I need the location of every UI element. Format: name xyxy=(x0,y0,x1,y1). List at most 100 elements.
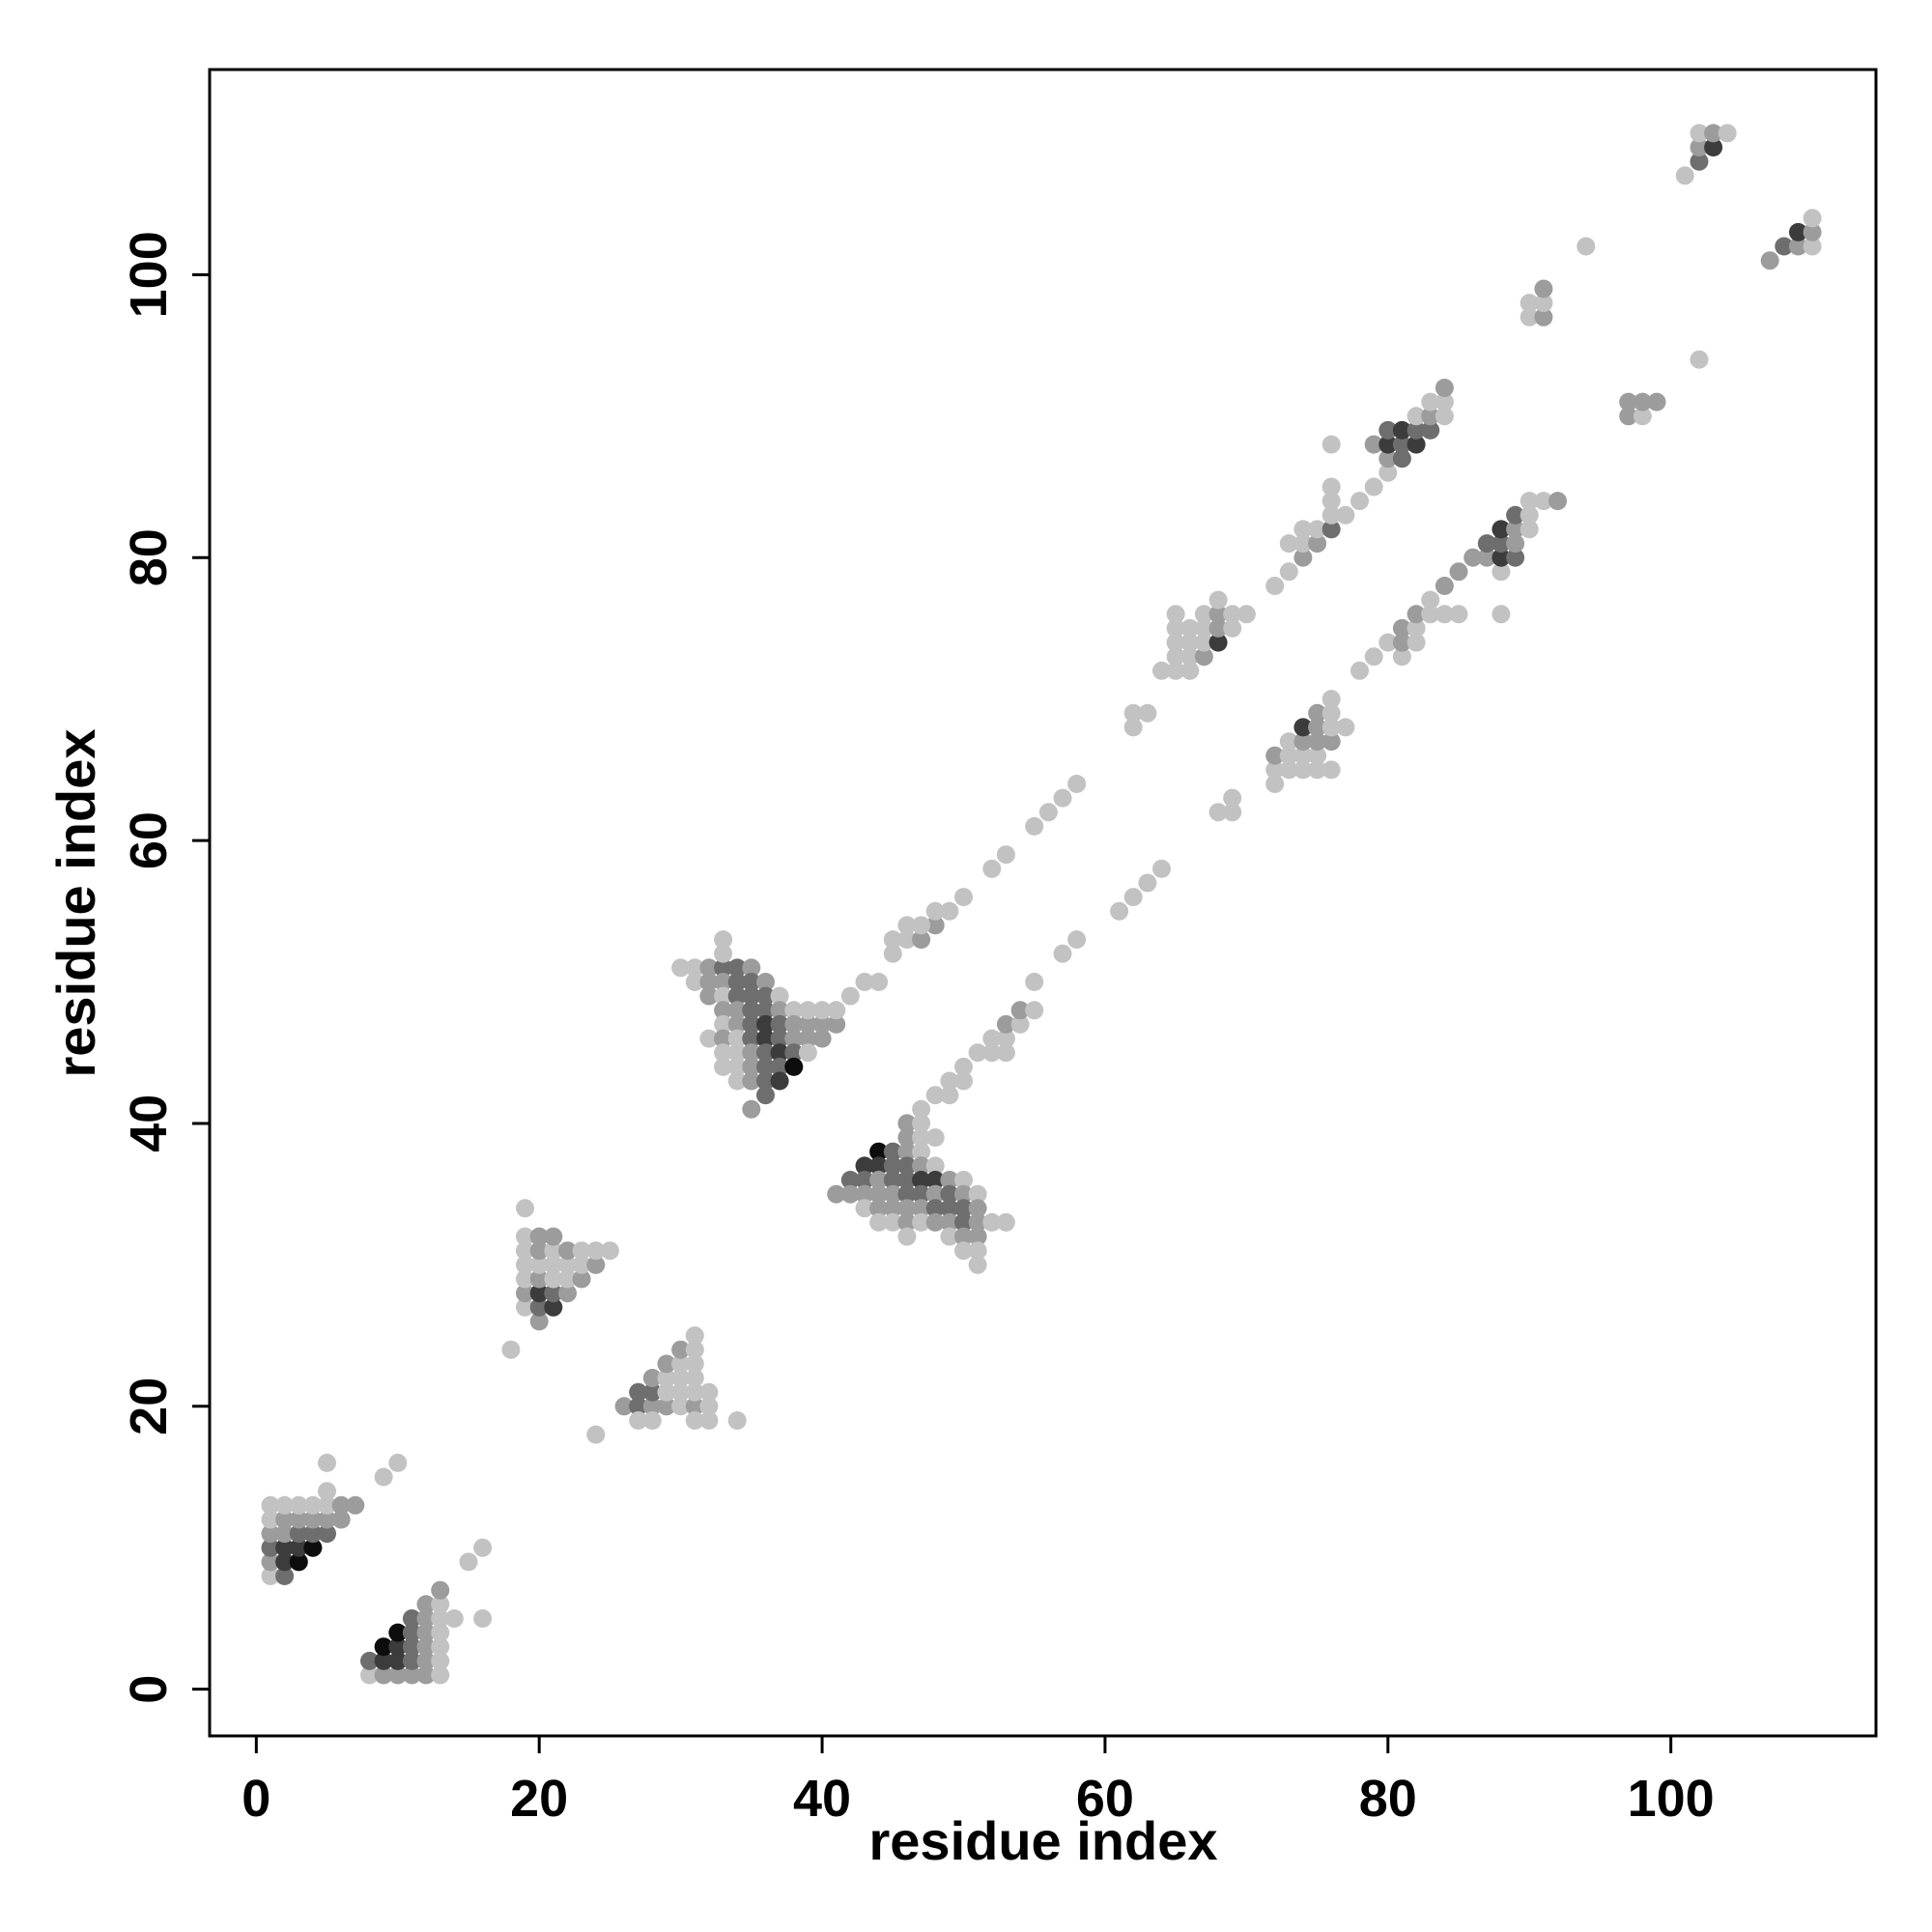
contact-point xyxy=(940,1212,959,1232)
contact-point xyxy=(544,1255,563,1274)
contact-point xyxy=(402,1623,421,1642)
contact-point xyxy=(996,1029,1015,1048)
contact-point xyxy=(318,1482,336,1501)
contact-point xyxy=(529,1227,549,1246)
contact-point xyxy=(925,1212,945,1232)
contact-point xyxy=(954,888,973,907)
contact-point xyxy=(883,930,902,950)
contact-point xyxy=(756,1086,775,1105)
contact-point xyxy=(912,916,931,935)
contact-point xyxy=(925,916,945,935)
contact-point xyxy=(1704,124,1723,143)
contact-point xyxy=(289,1495,308,1515)
contact-point xyxy=(516,1269,534,1289)
x-tick-label: 80 xyxy=(1359,1770,1417,1828)
y-axis: 0 20 40 60 80 100 xyxy=(120,231,210,1704)
contact-point xyxy=(925,1156,945,1176)
contact-point xyxy=(600,1241,619,1261)
contact-point xyxy=(1520,294,1539,313)
contact-point xyxy=(586,1241,606,1261)
contact-point xyxy=(855,973,874,991)
y-tick-label: 60 xyxy=(120,811,178,869)
contact-point xyxy=(529,1269,549,1289)
contact-point xyxy=(869,1156,889,1176)
contact-point xyxy=(968,1212,987,1232)
contact-point xyxy=(742,1014,761,1034)
contact-point xyxy=(869,1199,889,1218)
contact-point xyxy=(756,1071,775,1091)
contact-point xyxy=(869,1171,889,1189)
contact-point xyxy=(883,1184,902,1204)
contact-point xyxy=(1534,307,1553,327)
contact-point xyxy=(1378,463,1398,482)
contact-point xyxy=(402,1665,421,1685)
contact-point xyxy=(1534,279,1553,298)
contact-point xyxy=(289,1552,308,1572)
contact-point xyxy=(1477,534,1496,554)
contact-point xyxy=(827,1001,846,1020)
contact-point xyxy=(756,1029,775,1048)
contact-point xyxy=(883,1142,902,1161)
contact-point xyxy=(1308,718,1327,737)
contact-point xyxy=(318,1524,336,1544)
contact-point xyxy=(416,1665,436,1685)
contact-point xyxy=(516,1297,534,1317)
contact-point xyxy=(657,1382,676,1402)
contact-point xyxy=(1803,209,1822,228)
contact-point xyxy=(1025,1001,1044,1020)
contact-point xyxy=(1506,534,1525,554)
contact-point xyxy=(431,1637,450,1657)
contact-point xyxy=(869,973,889,991)
contact-point xyxy=(1279,760,1298,780)
contact-point xyxy=(756,973,775,991)
contact-point xyxy=(742,1029,761,1048)
contact-point xyxy=(1123,703,1143,723)
contact-point xyxy=(742,1057,761,1076)
contact-point xyxy=(1378,449,1398,469)
contact-point xyxy=(982,1212,1002,1232)
y-tick-label: 0 xyxy=(120,1675,178,1704)
contact-point xyxy=(912,1114,931,1133)
contact-point xyxy=(840,1184,860,1204)
contact-point xyxy=(529,1284,549,1303)
contact-point xyxy=(586,1425,606,1444)
contact-point xyxy=(1010,1001,1030,1020)
contact-point xyxy=(1789,237,1807,256)
contact-point xyxy=(544,1227,563,1246)
contact-point xyxy=(374,1651,393,1670)
contact-point xyxy=(1208,618,1228,638)
contact-point xyxy=(1180,618,1200,638)
contact-point xyxy=(954,1184,973,1204)
contact-point xyxy=(727,1043,747,1063)
contact-point xyxy=(318,1453,336,1472)
contact-point xyxy=(1534,492,1553,511)
contact-point xyxy=(784,1014,804,1034)
contact-point xyxy=(883,1171,902,1189)
contact-point xyxy=(1350,492,1369,511)
contact-point xyxy=(416,1623,436,1642)
contact-point xyxy=(529,1297,549,1317)
contact-point xyxy=(1392,618,1411,638)
contact-point xyxy=(954,1171,973,1189)
contact-point xyxy=(1492,534,1511,554)
contact-point xyxy=(954,1227,973,1246)
contact-point xyxy=(982,1029,1002,1048)
contact-point xyxy=(727,1071,747,1091)
x-axis: 0 20 40 60 80 100 xyxy=(242,1736,1715,1828)
contact-point xyxy=(388,1637,408,1657)
contact-point xyxy=(1690,152,1709,171)
plot-frame xyxy=(208,68,1878,1738)
contact-point xyxy=(1406,605,1426,624)
contact-point xyxy=(1208,605,1228,624)
contact-point xyxy=(1378,435,1398,454)
contact-point xyxy=(671,1397,691,1416)
contact-point xyxy=(1435,605,1454,624)
contact-point xyxy=(1421,392,1440,412)
contact-point xyxy=(742,958,761,978)
contact-point xyxy=(1138,703,1157,723)
contact-point xyxy=(940,901,959,921)
contact-point xyxy=(714,986,733,1006)
contact-point xyxy=(1378,420,1398,440)
contact-point xyxy=(1265,760,1285,780)
contact-point xyxy=(855,1156,874,1176)
